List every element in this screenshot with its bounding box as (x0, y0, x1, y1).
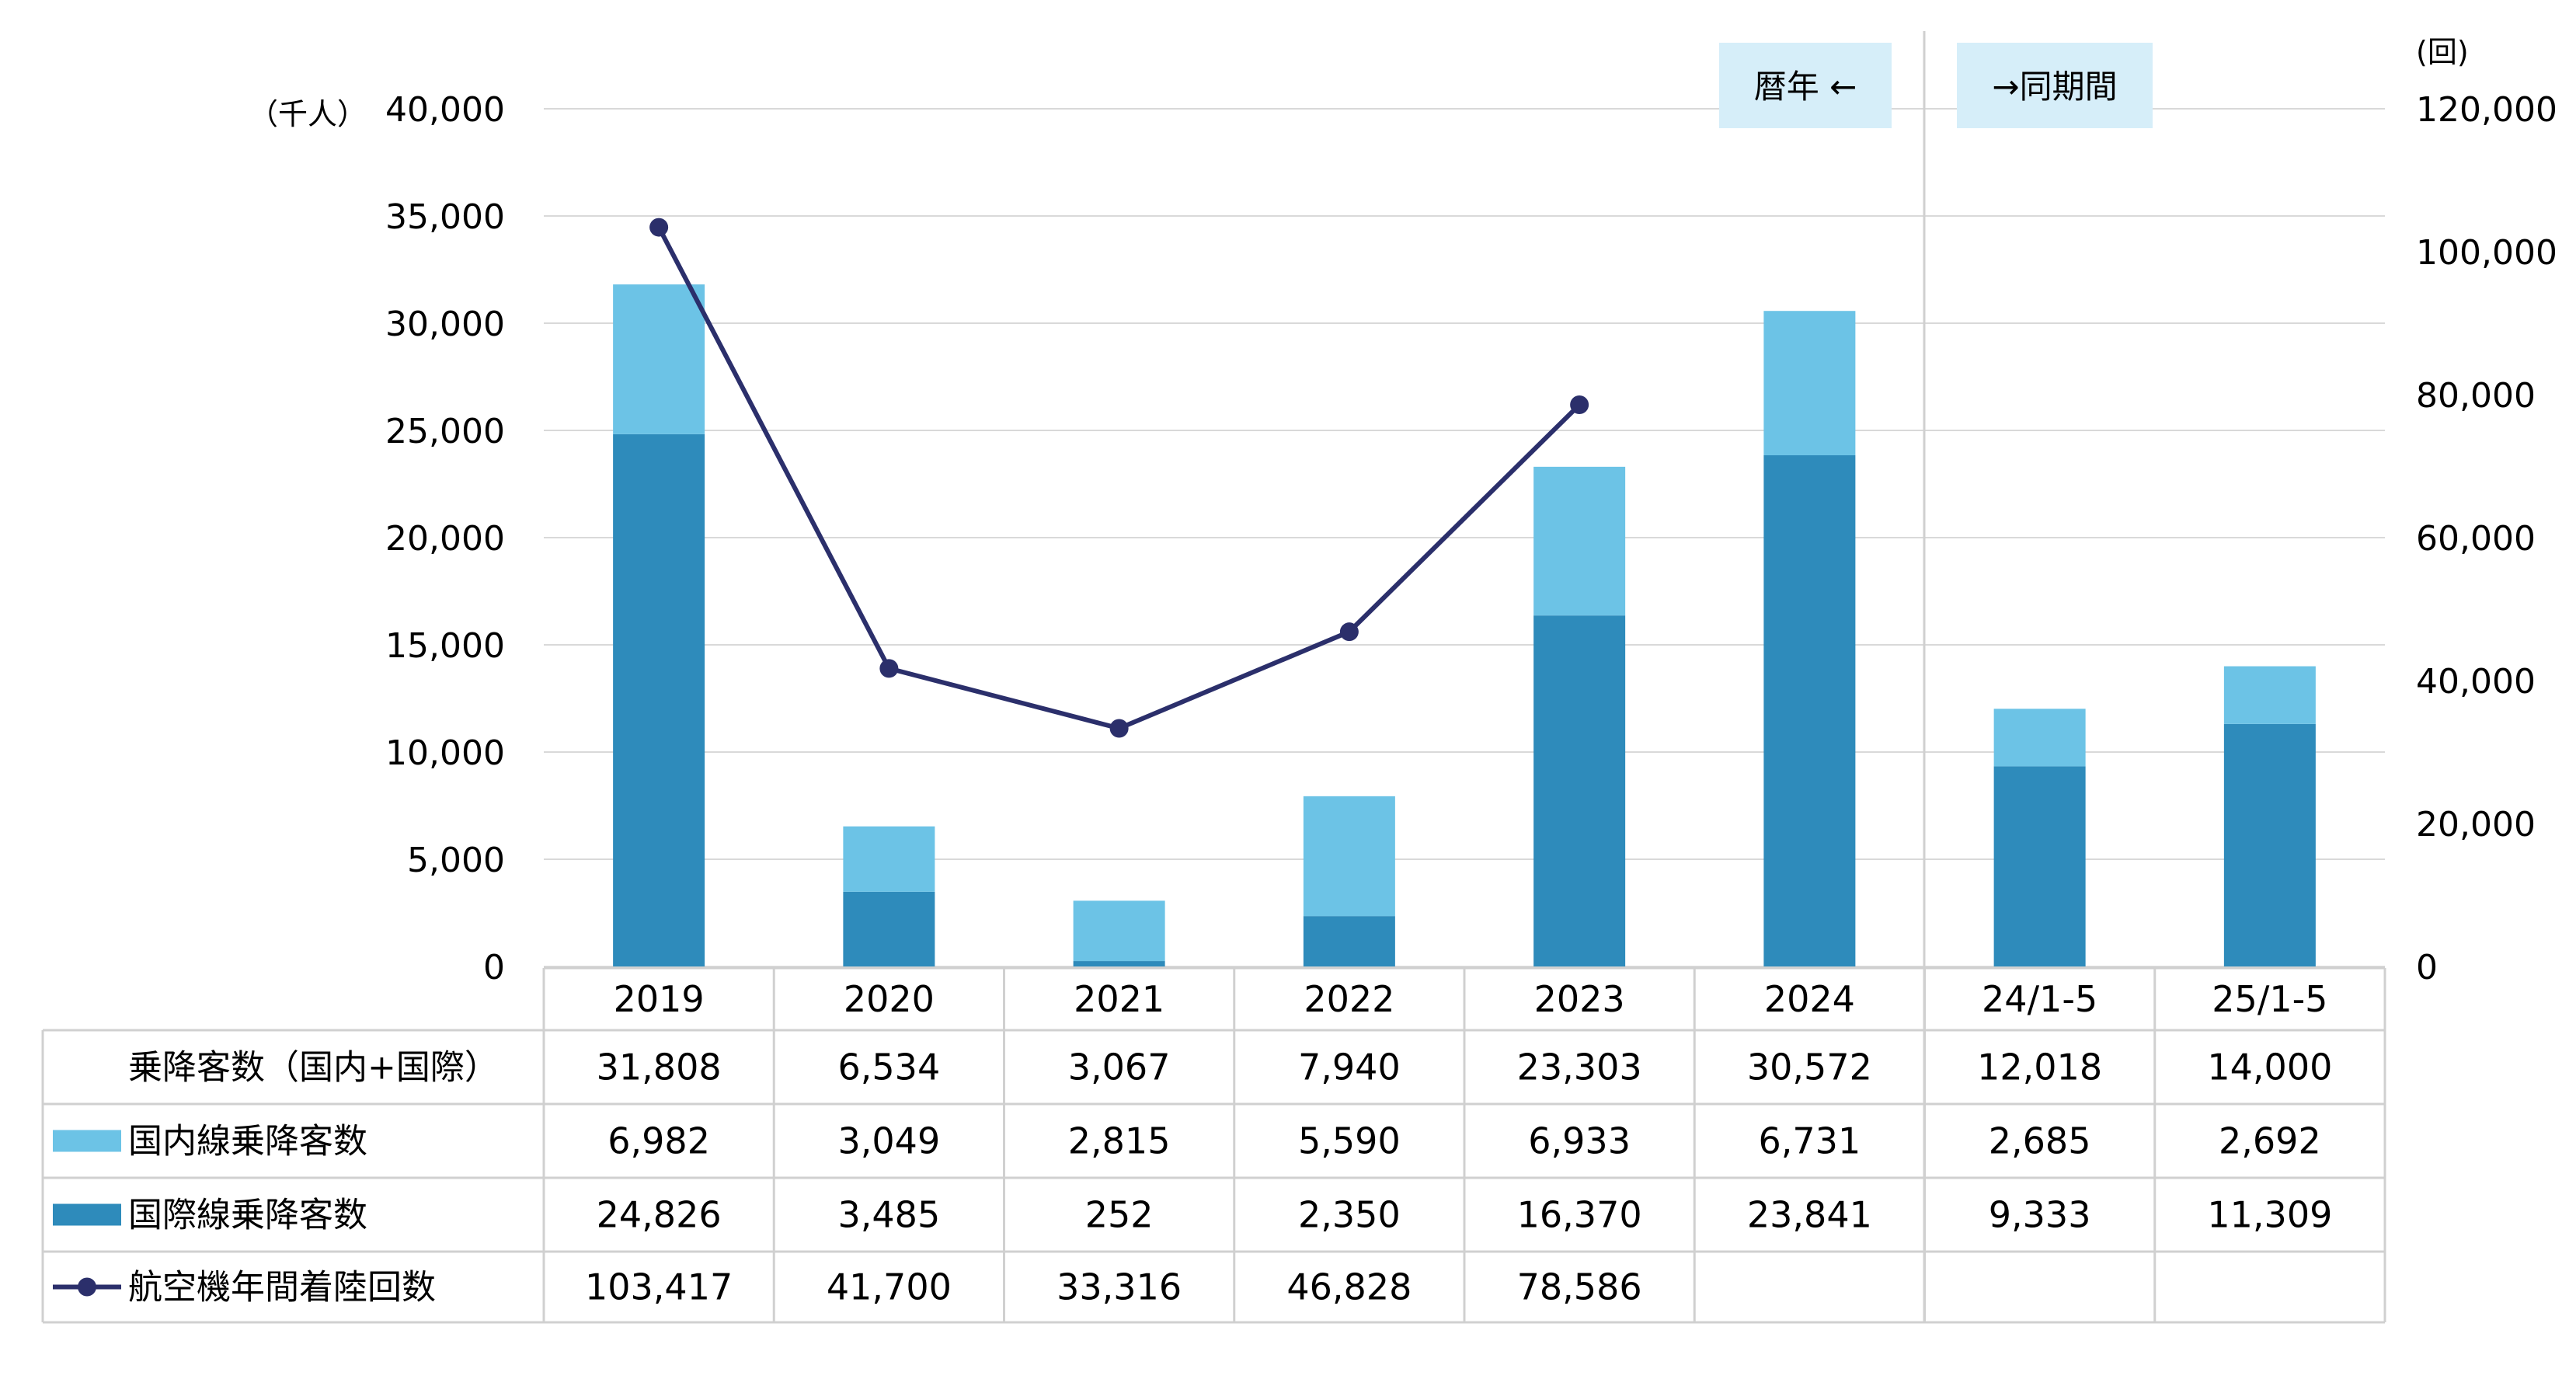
right-tick-label: 100,000 (2416, 233, 2557, 273)
right-tick-label: 80,000 (2416, 376, 2536, 416)
bar-domestic (1303, 796, 1395, 917)
right-axis-unit-label: (回) (2416, 35, 2469, 69)
landing-line-point (879, 659, 899, 678)
table-cell: 30,572 (1747, 1047, 1872, 1088)
table-cell: 3,485 (838, 1194, 941, 1236)
table-cell: 9,333 (1989, 1194, 2091, 1236)
annotation-same-period-box (1957, 43, 2153, 128)
category-label: 25/1-5 (2212, 978, 2327, 1020)
category-label: 2023 (1534, 978, 1625, 1020)
right-axis-ticks: 0 20,000 40,000 60,000 80,000 100,000 120,000 (2416, 90, 2557, 987)
annotation-calendar-year-label: 暦年 ← (1754, 68, 1857, 106)
left-tick-label: 20,000 (385, 519, 505, 559)
bar-domestic (1763, 311, 1856, 455)
table-cell: 5,590 (1298, 1120, 1401, 1162)
table-row-label: 乗降客数（国内+国際） (128, 1048, 499, 1088)
bar-international (843, 891, 935, 966)
annotation-calendar-year: 暦年 ← (1719, 43, 1892, 128)
table-cell: 103,417 (585, 1266, 733, 1308)
bar-international (2223, 723, 2316, 966)
bar-international (1993, 766, 2086, 966)
table-cell: 78,586 (1517, 1266, 1642, 1308)
data-table: 2019 2020 2021 2022 2023 2024 24/1-5 25/1-5 乗降客数… (41, 966, 2386, 1324)
category-label: 2019 (614, 978, 705, 1020)
category-label: 2024 (1764, 978, 1855, 1020)
table-cell: 2,685 (1989, 1120, 2091, 1162)
left-tick-label: 25,000 (385, 412, 505, 451)
annotation-calendar-year-box (1719, 43, 1892, 128)
table-cell: 3,067 (1068, 1047, 1171, 1088)
right-tick-label: 60,000 (2416, 519, 2536, 559)
left-axis-ticks: 0 5,000 10,000 15,000 20,000 25,000 30,000 35,0… (385, 90, 505, 987)
table-row-label: 国際線乗降客数 (128, 1196, 367, 1235)
left-tick-label: 0 (483, 948, 505, 987)
left-tick-label: 30,000 (385, 305, 505, 344)
table-cell: 31,808 (597, 1047, 722, 1088)
domestic-legend-swatch (53, 1130, 121, 1152)
bar-international (1763, 454, 1856, 966)
table-cell: 2,350 (1298, 1194, 1401, 1236)
bar-international (1533, 615, 1626, 966)
table-cell: 16,370 (1517, 1194, 1642, 1236)
table-cell: 33,316 (1057, 1266, 1182, 1308)
table-cell: 6,731 (1759, 1120, 1861, 1162)
table-cell: 24,826 (597, 1194, 722, 1236)
landing-line-point (649, 218, 669, 237)
left-tick-label: 15,000 (385, 626, 505, 666)
annotation-same-period-label: →同期間 (1992, 68, 2117, 106)
international-legend-swatch (53, 1203, 121, 1226)
left-tick-label: 5,000 (407, 841, 505, 880)
bar-domestic (1533, 466, 1626, 616)
table-cell: 6,534 (838, 1047, 941, 1088)
table-cell: 41,700 (827, 1266, 952, 1308)
left-tick-label: 10,000 (385, 733, 505, 773)
category-label: 24/1-5 (1982, 978, 2097, 1020)
bar-domestic (2223, 666, 2316, 724)
bar-domestic (1073, 900, 1165, 962)
annotation-same-period: →同期間 (1957, 43, 2153, 128)
category-label: 2022 (1304, 978, 1394, 1020)
table-cell: 2,815 (1068, 1120, 1171, 1162)
right-tick-label: 120,000 (2416, 90, 2557, 130)
bars (613, 284, 2316, 966)
table-cell: 3,049 (838, 1120, 941, 1162)
table-cell: 46,828 (1286, 1266, 1412, 1308)
left-tick-label: 40,000 (385, 90, 505, 130)
landing-line (649, 218, 1589, 738)
bar-international (1303, 916, 1395, 966)
bar-international (1073, 961, 1165, 966)
bar-domestic (613, 284, 705, 434)
right-tick-label: 0 (2416, 948, 2438, 987)
table-cell: 14,000 (2207, 1047, 2332, 1088)
landing-line-point (1339, 622, 1359, 642)
bar-domestic (1993, 709, 2086, 767)
table-row-label: 国内線乗降客数 (128, 1122, 367, 1161)
table-row-label: 航空機年間着陸回数 (128, 1268, 436, 1308)
table-cell: 12,018 (1977, 1047, 2102, 1088)
right-tick-label: 20,000 (2416, 805, 2536, 845)
landing-line-point (1570, 395, 1589, 415)
bar-domestic (843, 826, 935, 892)
table-cell: 6,982 (607, 1120, 710, 1162)
table-cell: 23,303 (1517, 1047, 1642, 1088)
category-label: 2020 (844, 978, 935, 1020)
table-cell: 2,692 (2219, 1120, 2321, 1162)
left-axis-unit-label: （千人） (249, 97, 367, 131)
line-legend-marker (78, 1277, 96, 1297)
landing-line-point (1109, 719, 1129, 738)
table-cell: 23,841 (1747, 1194, 1872, 1236)
landing-line-path (656, 226, 1582, 731)
table-cell: 7,940 (1298, 1047, 1401, 1088)
left-tick-label: 35,000 (385, 197, 505, 237)
category-label: 2021 (1074, 978, 1164, 1020)
right-tick-label: 40,000 (2416, 662, 2536, 702)
table-cell: 252 (1085, 1194, 1154, 1236)
bar-international (613, 434, 705, 966)
table-cell: 11,309 (2207, 1194, 2332, 1236)
table-cell: 6,933 (1528, 1120, 1631, 1162)
